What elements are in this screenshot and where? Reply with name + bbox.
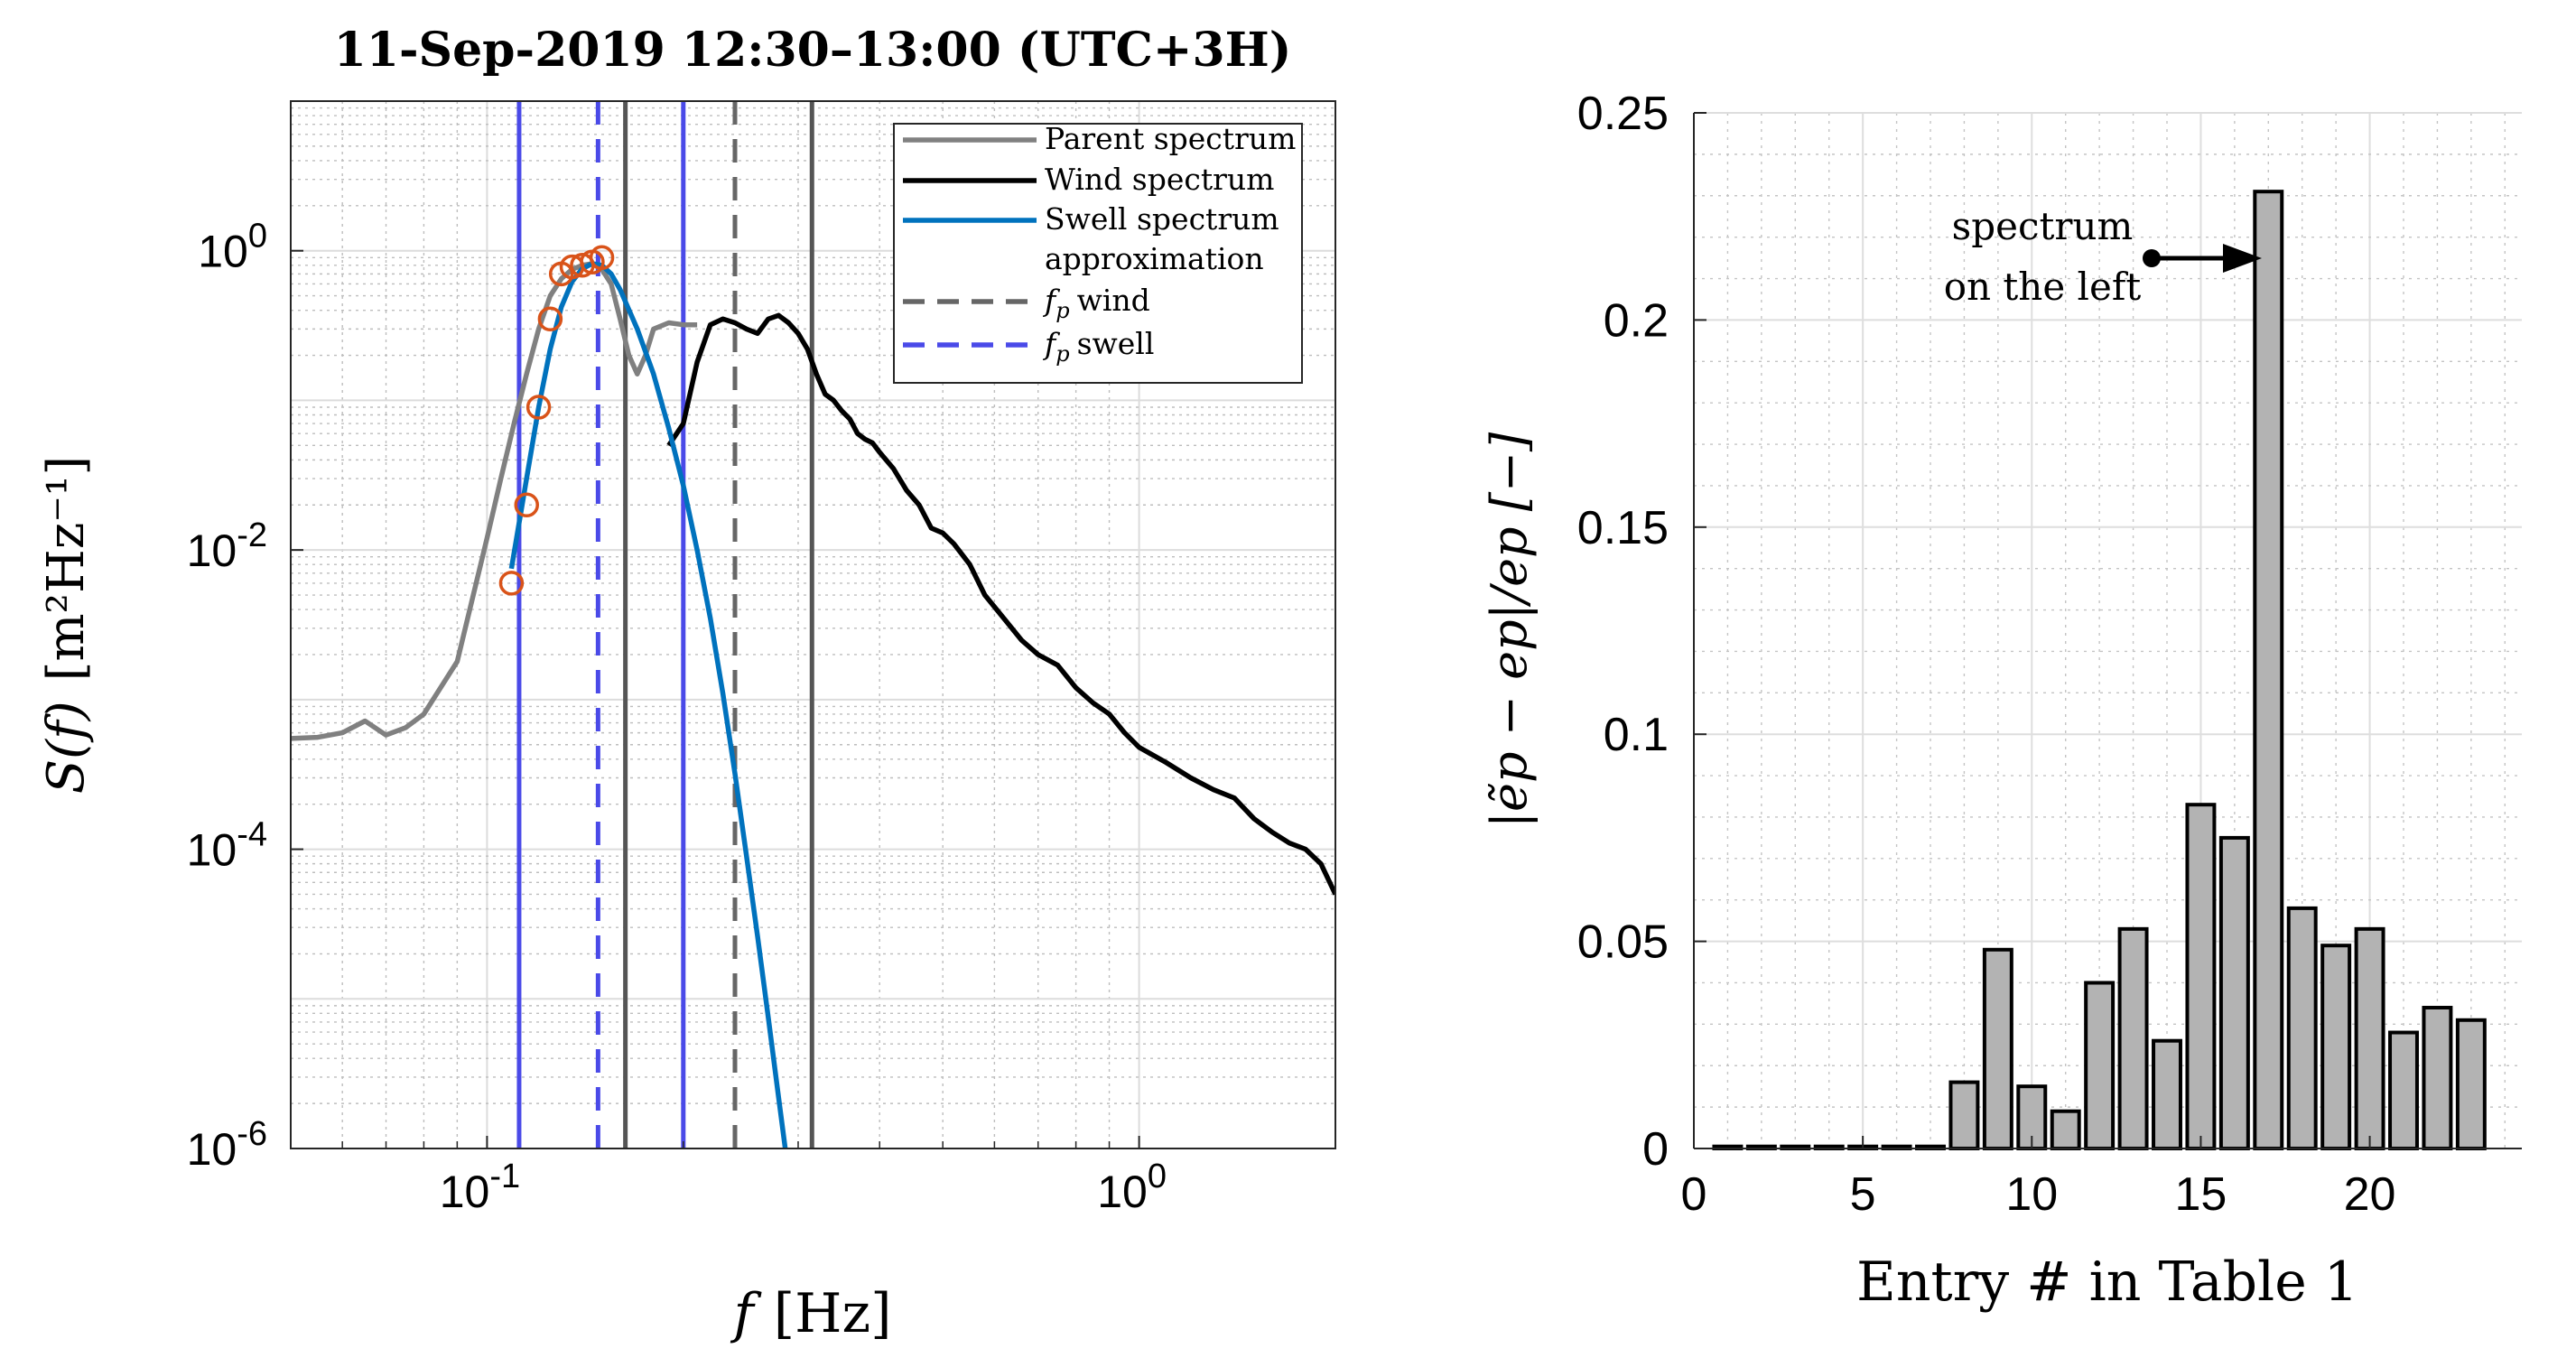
x-tick-label: 10-1 (440, 1158, 520, 1217)
bar (2117, 926, 2149, 1151)
tick-exp: -1 (489, 1158, 520, 1195)
error-bar-chart: 0 5 10 15 20 0 0.05 0.1 0.15 0.2 0.25 |ẽp − ep|/ep… (1481, 88, 2522, 1314)
x-tick-label: 5 (1850, 1168, 1876, 1221)
legend-label: fp swell (1042, 326, 1154, 367)
legend-label: approximation (1045, 241, 1264, 276)
bar (2084, 981, 2116, 1150)
tick-exp: -4 (237, 816, 267, 854)
x-tick-label: 100 (1097, 1158, 1167, 1217)
tick-base: 10 (187, 525, 237, 576)
tick-exp: 0 (1148, 1158, 1167, 1195)
x-tick-label: 20 (2344, 1168, 2396, 1221)
legend-sub: p (1056, 298, 1069, 323)
bars (1712, 190, 2487, 1151)
bar (2152, 1038, 2182, 1151)
bar-ticks: 0 5 10 15 20 0 0.05 0.1 0.15 0.2 0.25 (1577, 88, 2396, 1221)
legend-sub: p (1056, 341, 1069, 367)
tick-base: 10 (187, 825, 237, 876)
swell-spectrum-approximation-line (508, 261, 788, 1148)
x-tick-label: 15 (2175, 1168, 2227, 1221)
fit-marker (514, 492, 539, 518)
bar (2388, 1030, 2419, 1151)
legend-box (893, 123, 1303, 384)
bar (2218, 835, 2250, 1151)
tick-base: 10 (198, 227, 248, 277)
parent-spectrum-line (291, 261, 698, 741)
y-tick-label: 0.2 (1604, 294, 1669, 347)
bar-ylabel: |ẽp − ep|/ep [−] (1481, 432, 1538, 828)
bar (2050, 1109, 2081, 1151)
spectrum-annotation: spectrum on the left (1944, 204, 2262, 309)
tick-base: 10 (187, 1124, 237, 1175)
annotation-line2: on the left (1944, 265, 2142, 309)
bar (2320, 944, 2352, 1150)
y-tick-label: 10-2 (187, 516, 267, 576)
y-tick-label: 10-4 (187, 816, 267, 876)
y-tick-label: 0.25 (1577, 88, 1669, 140)
annotation-arrow-head (2223, 244, 2262, 273)
y-tick-label: 100 (198, 218, 267, 277)
wind-spectrum-line (666, 312, 1335, 896)
spectrum-ylabel: S(f)[m²Hz⁻¹] (37, 456, 96, 794)
legend-label: Swell spectrum (1045, 201, 1279, 237)
y-tick-label: 0.1 (1604, 709, 1669, 761)
bar-xlabel: Entry # in Table 1 (1856, 1251, 2358, 1314)
tick-exp: -2 (237, 516, 267, 554)
bar (2286, 906, 2318, 1150)
legend-label: Parent spectrum (1045, 121, 1296, 156)
bar (1982, 947, 2013, 1150)
tick-exp: -6 (237, 1115, 267, 1153)
bar (2354, 926, 2385, 1151)
y-tick-label: 0 (1642, 1123, 1669, 1176)
fit-marker (537, 306, 563, 332)
fit-marker (589, 245, 615, 271)
fit-marker (525, 395, 552, 420)
fit-markers (498, 245, 615, 596)
x-tick-label: 10 (2005, 1168, 2058, 1221)
tick-base: 10 (440, 1167, 490, 1217)
y-tick-label: 10-6 (187, 1115, 267, 1175)
bar (2455, 1018, 2487, 1150)
legend-label: Wind spectrum (1045, 162, 1274, 197)
spectrum-chart-title: 11-Sep-2019 12:30–13:00 (UTC+3H) (334, 23, 1292, 78)
annotation-line1: spectrum (1952, 204, 2134, 248)
vertical-lines (516, 101, 814, 1148)
bar (2185, 803, 2217, 1150)
tick-base: 10 (1097, 1167, 1148, 1217)
x-tick-label: 0 (1681, 1168, 1707, 1221)
spectrum-chart: 11-Sep-2019 12:30–13:00 (UTC+3H) 10-1 100… (37, 23, 1336, 1345)
legend-word: wind (1077, 283, 1150, 318)
fit-marker (498, 571, 525, 596)
legend-label: fp wind (1042, 283, 1150, 323)
bar (1948, 1080, 1980, 1151)
spectrum-axes-box (290, 100, 1336, 1149)
y-tick-label: 0.05 (1577, 916, 1669, 969)
spectrum-legend: Parent spectrum Wind spectrum Swell spectr… (893, 121, 1303, 384)
spectrum-series (291, 261, 1335, 1148)
bar (2253, 190, 2284, 1150)
bar (2422, 1006, 2453, 1151)
tick-exp: 0 (248, 218, 267, 256)
y-tick-label: 0.15 (1577, 502, 1669, 554)
legend-word: swell (1077, 326, 1155, 361)
spectrum-xlabel: f [Hz] (730, 1282, 892, 1345)
